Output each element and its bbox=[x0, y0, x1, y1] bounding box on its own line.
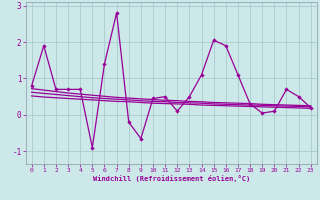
X-axis label: Windchill (Refroidissement éolien,°C): Windchill (Refroidissement éolien,°C) bbox=[92, 175, 250, 182]
